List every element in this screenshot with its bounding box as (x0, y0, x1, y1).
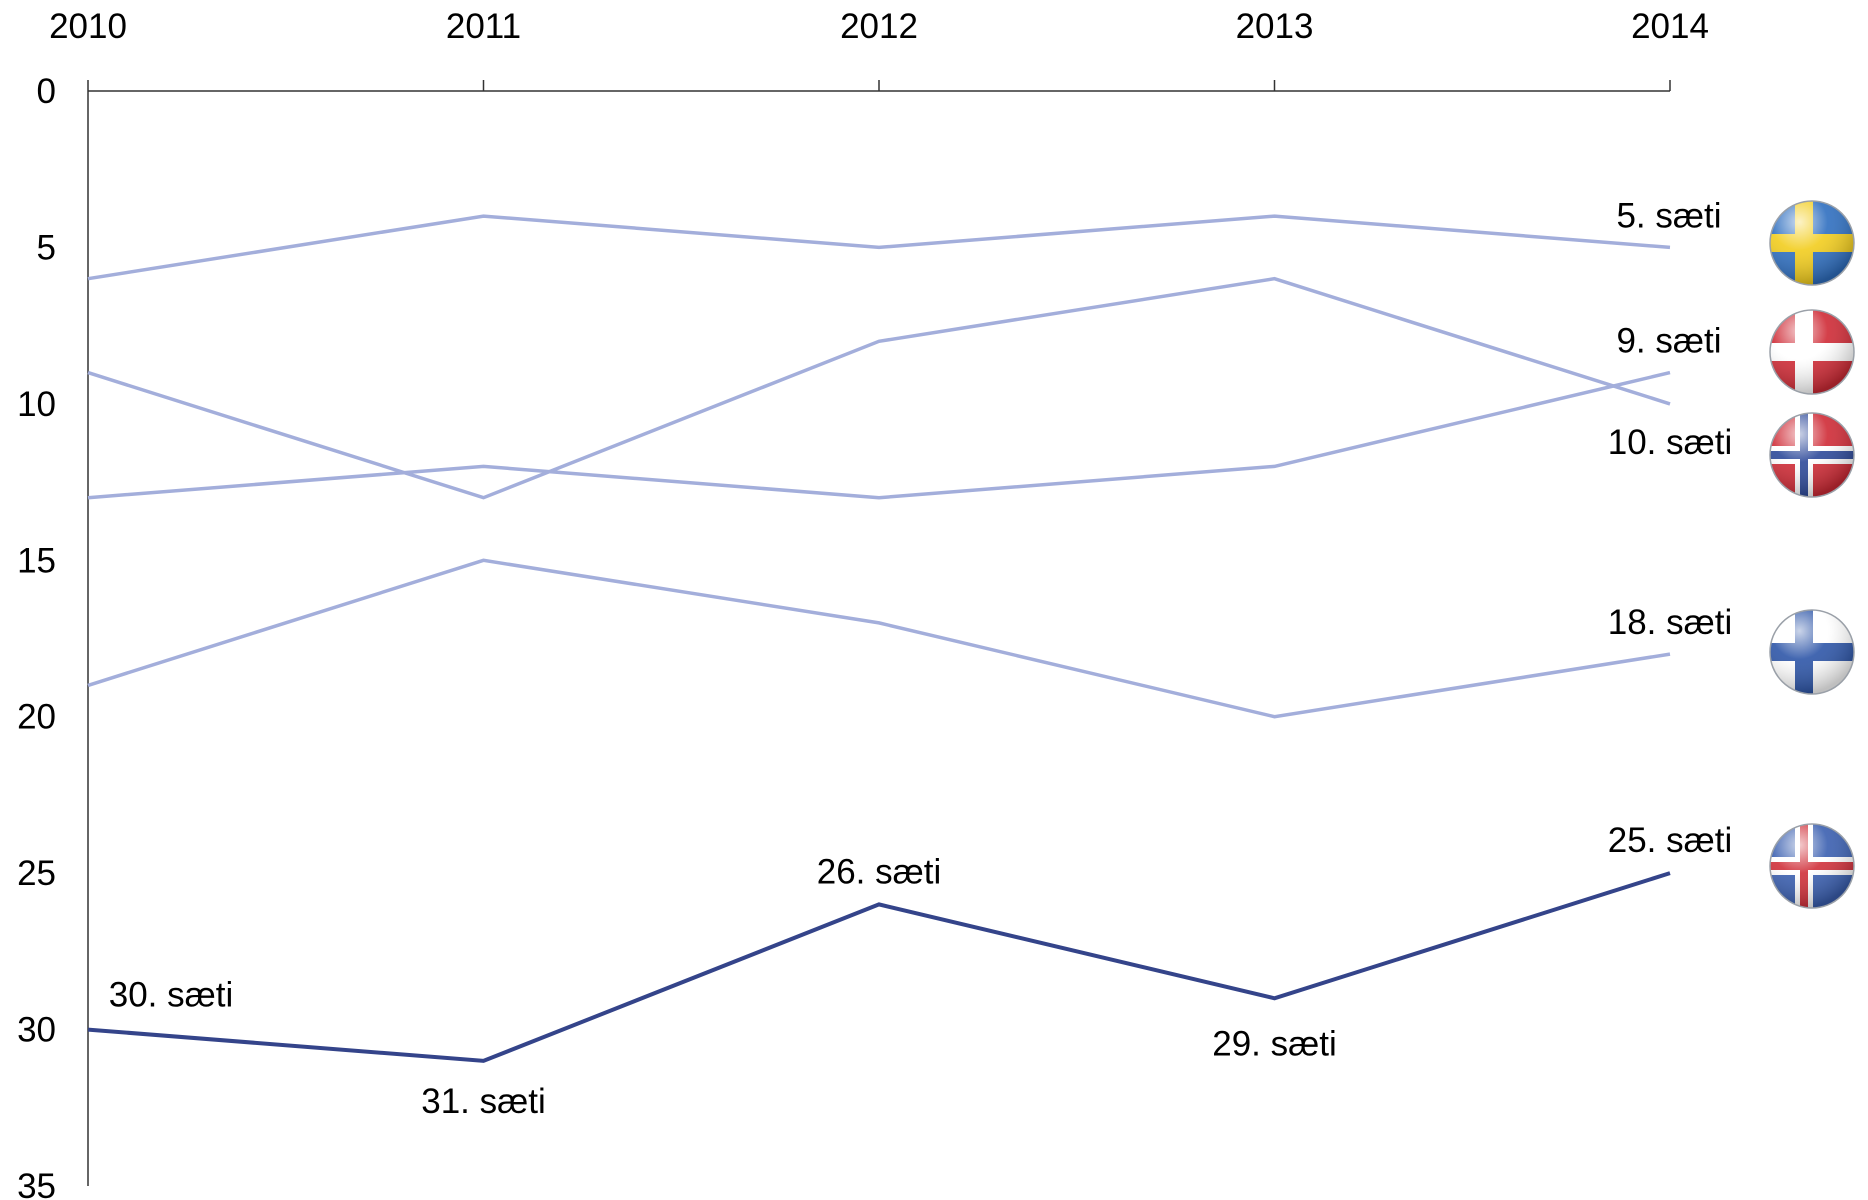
y-tick-label: 20 (17, 698, 56, 737)
norway-series-line (87, 276, 1671, 500)
flag-rim (1769, 412, 1855, 498)
flag-body (1770, 201, 1854, 285)
y-tick-label: 30 (17, 1011, 56, 1050)
x-tick-label: 2014 (1631, 7, 1709, 46)
flag-icons (1769, 200, 1855, 909)
y-tick-label: 5 (37, 228, 56, 267)
axes: 2010 2011 2012 2013 2014 0 5 10 15 20 25 30 35 (17, 7, 1709, 1200)
flag-gloss (1770, 824, 1854, 908)
flag-body (1770, 610, 1854, 694)
iceland-point-label: 30. sæti (109, 976, 234, 1015)
flag-rim (1769, 609, 1855, 695)
finland-flag-icon (1769, 609, 1855, 695)
y-tick-label: 10 (17, 385, 56, 424)
flag-gloss (1770, 310, 1854, 394)
x-tick-label: 2011 (446, 7, 521, 46)
iceland-series-line (87, 871, 1671, 1063)
sweden-series-line (87, 214, 1671, 281)
iceland-point-label: 25. sæti (1608, 821, 1733, 860)
y-tick-label: 0 (37, 72, 56, 111)
flag-body (1770, 413, 1854, 497)
flag-rim (1769, 200, 1855, 286)
sweden-flag-icon (1769, 200, 1855, 286)
x-tick-label: 2010 (49, 7, 127, 46)
sweden-end-label: 5. sæti (1616, 196, 1721, 235)
finland-series-line (87, 558, 1671, 719)
flag-rim (1769, 309, 1855, 395)
denmark-end-label: 9. sæti (1616, 322, 1721, 361)
flag-gloss (1770, 413, 1854, 497)
denmark-series-line (87, 370, 1671, 500)
iceland-point-label: 29. sæti (1212, 1024, 1337, 1063)
denmark-flag-icon (1769, 309, 1855, 395)
norway-flag-icon (1769, 412, 1855, 498)
series-lines (87, 214, 1671, 1063)
iceland-point-label: 31. sæti (421, 1082, 546, 1121)
norway-end-label: 10. sæti (1608, 423, 1733, 462)
iceland-point-label: 26. sæti (817, 852, 942, 891)
flag-gloss (1770, 610, 1854, 694)
x-tick-label: 2012 (840, 7, 918, 46)
flag-body (1770, 310, 1854, 394)
iceland-flag-icon (1769, 823, 1855, 909)
finland-end-label: 18. sæti (1608, 603, 1733, 642)
y-tick-label: 25 (17, 854, 56, 893)
flag-body (1770, 824, 1854, 908)
y-tick-label: 35 (17, 1167, 56, 1200)
flag-gloss (1770, 201, 1854, 285)
flag-rim (1769, 823, 1855, 909)
y-tick-label: 15 (17, 541, 56, 580)
x-tick-label: 2013 (1236, 7, 1314, 46)
data-labels: 5. sæti 9. sæti 10. sæti 18. sæti 30. sæti 31… (109, 196, 1733, 1120)
